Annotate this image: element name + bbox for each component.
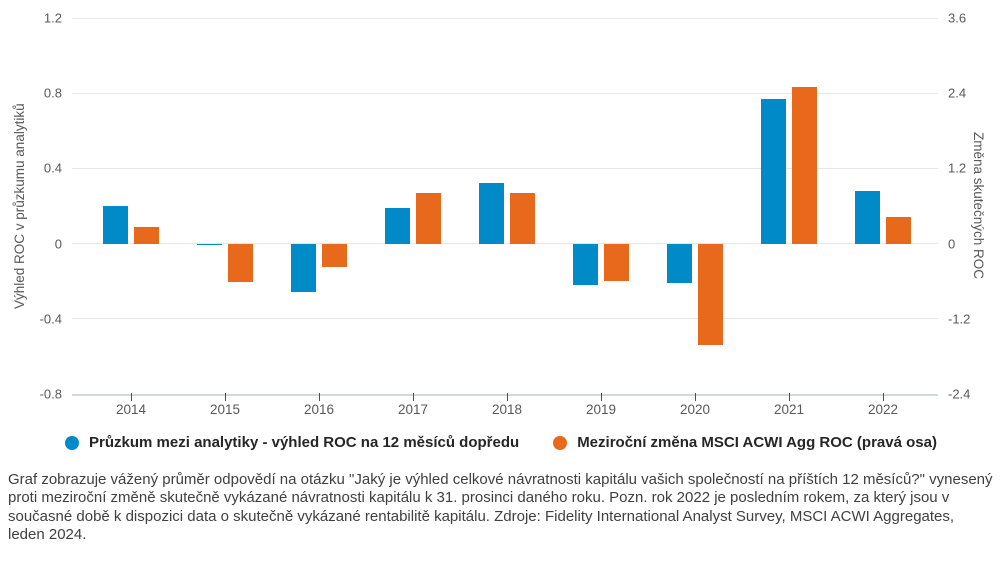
bar-2019-roc-change <box>604 243 629 281</box>
bar-2021-roc-change <box>792 86 817 244</box>
bar-2021-survey <box>761 98 786 244</box>
x-tick <box>788 393 790 401</box>
bar-2014-roc-change <box>134 226 159 244</box>
gridline <box>72 318 938 320</box>
bar-2014-survey <box>103 206 128 244</box>
bar-2015-survey <box>197 243 222 246</box>
plot-area <box>72 17 938 401</box>
y-tick-label-left: -0.8 <box>39 386 62 402</box>
x-tick <box>506 393 508 401</box>
x-axis-label: 2019 <box>585 402 617 417</box>
bar-chart: Výhled ROC v průzkumu analytiků Změna sk… <box>12 10 986 418</box>
x-tick <box>224 393 226 401</box>
x-axis-label: 2021 <box>773 402 805 417</box>
y-tick-label-right: 0 <box>948 236 956 252</box>
gridline <box>72 167 938 169</box>
legend-dot-icon <box>65 435 80 450</box>
y-tick-label-right: -1.2 <box>948 311 971 327</box>
x-tick <box>600 393 602 401</box>
x-tick <box>412 393 414 401</box>
x-axis-label: 2015 <box>209 402 241 417</box>
gridline <box>72 17 938 19</box>
x-axis-label: 2014 <box>115 402 147 417</box>
bar-2017-roc-change <box>416 192 441 244</box>
y-tick-label-right: -2.4 <box>948 386 971 402</box>
legend-label: Průzkum mezi analytiky - výhled ROC na 1… <box>89 434 520 451</box>
x-tick <box>694 393 696 401</box>
x-tick <box>130 393 132 401</box>
x-axis-label: 2018 <box>491 402 523 417</box>
chart-caption: Graf zobrazuje vážený průměr odpovědí na… <box>8 471 993 543</box>
y-tick-label-right: 3.6 <box>948 10 967 26</box>
x-axis-label: 2020 <box>679 402 711 417</box>
gridline <box>72 92 938 94</box>
bar-2018-roc-change <box>510 193 535 244</box>
x-tick <box>882 393 884 401</box>
bar-2017-survey <box>385 207 410 244</box>
legend-item: Meziroční změna MSCI ACWI Agg ROC (pravá… <box>553 434 937 451</box>
bar-2020-survey <box>667 243 692 284</box>
legend: Průzkum mezi analytiky - výhled ROC na 1… <box>0 434 1002 451</box>
legend-item: Průzkum mezi analytiky - výhled ROC na 1… <box>65 434 519 451</box>
bar-2016-roc-change <box>322 243 347 267</box>
y-tick-label-right: 2.4 <box>948 85 967 101</box>
bar-2020-roc-change <box>698 243 723 346</box>
right-axis-title: Změna skutečných ROC <box>971 132 986 280</box>
bar-2015-roc-change <box>228 243 253 282</box>
left-axis-title: Výhled ROC v průzkumu analytiků <box>12 103 27 309</box>
x-axis-label: 2016 <box>303 402 335 417</box>
y-tick-label-left: -0.4 <box>39 311 62 327</box>
bar-2022-roc-change <box>886 217 911 244</box>
x-tick <box>318 393 320 401</box>
y-tick-label-left: 0.4 <box>43 160 62 176</box>
y-tick-label-left: 0 <box>54 236 62 252</box>
y-tick-label-right: 1.2 <box>948 160 967 176</box>
legend-label: Meziroční změna MSCI ACWI Agg ROC (pravá… <box>577 434 937 451</box>
x-axis-label: 2022 <box>867 402 899 417</box>
bar-2019-survey <box>573 243 598 285</box>
x-axis-line <box>72 394 938 396</box>
gridline <box>72 243 938 245</box>
x-axis-label: 2017 <box>397 402 429 417</box>
y-tick-label-left: 1.2 <box>43 10 62 26</box>
bar-2016-survey <box>291 243 316 293</box>
legend-dot-icon <box>553 435 568 450</box>
bar-2022-survey <box>855 190 880 244</box>
y-tick-label-left: 0.8 <box>43 85 62 101</box>
bar-2018-survey <box>479 183 504 244</box>
